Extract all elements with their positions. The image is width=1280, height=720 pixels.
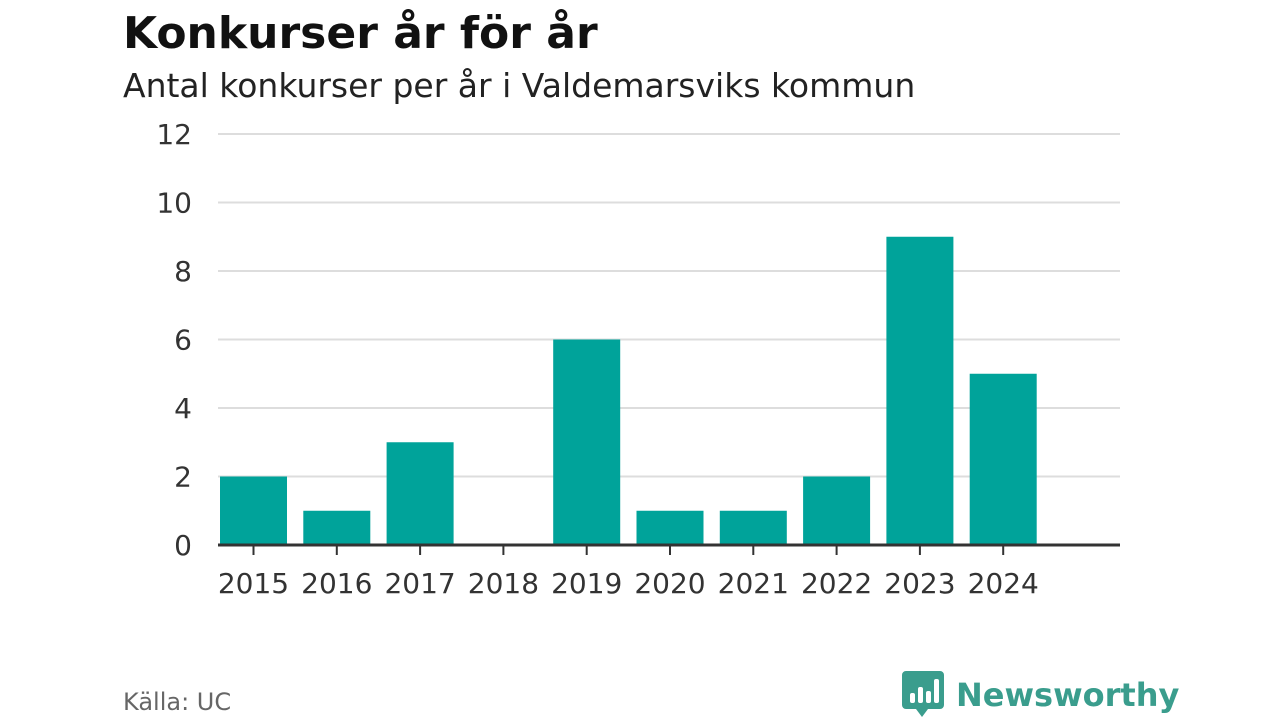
brand-name: Newsworthy xyxy=(956,676,1180,714)
bar xyxy=(719,510,787,545)
y-tick-label: 2 xyxy=(174,461,192,494)
y-tick-label: 6 xyxy=(174,324,192,357)
y-tick-label: 10 xyxy=(156,187,192,220)
chart-title: Konkurser år för år xyxy=(123,8,598,59)
bar xyxy=(886,236,954,545)
x-tick-label: 2015 xyxy=(218,567,289,600)
x-tick-label: 2024 xyxy=(968,567,1039,600)
bar xyxy=(303,510,371,545)
bar xyxy=(220,476,287,545)
x-tick-label: 2018 xyxy=(468,567,539,600)
bar xyxy=(553,339,621,545)
y-tick-label: 0 xyxy=(174,529,192,562)
bar xyxy=(636,510,704,545)
y-tick-label: 12 xyxy=(156,118,192,151)
x-tick-label: 2019 xyxy=(551,567,622,600)
bar xyxy=(969,373,1037,545)
bar xyxy=(803,476,871,545)
x-tick-label: 2016 xyxy=(301,567,372,600)
y-tick-label: 4 xyxy=(174,392,192,425)
x-tick-label: 2022 xyxy=(801,567,872,600)
brand-logo: Newsworthy xyxy=(902,670,1179,720)
x-tick-label: 2021 xyxy=(718,567,789,600)
x-tick-label: 2020 xyxy=(634,567,705,600)
y-tick-label: 8 xyxy=(174,255,192,288)
source-note: Källa: UC xyxy=(123,688,232,716)
bar xyxy=(386,442,454,545)
x-tick-label: 2017 xyxy=(384,567,455,600)
x-tick-label: 2023 xyxy=(884,567,955,600)
chart-subtitle: Antal konkurser per år i Valdemarsviks k… xyxy=(123,66,916,105)
newsworthy-logo-icon xyxy=(902,671,944,717)
